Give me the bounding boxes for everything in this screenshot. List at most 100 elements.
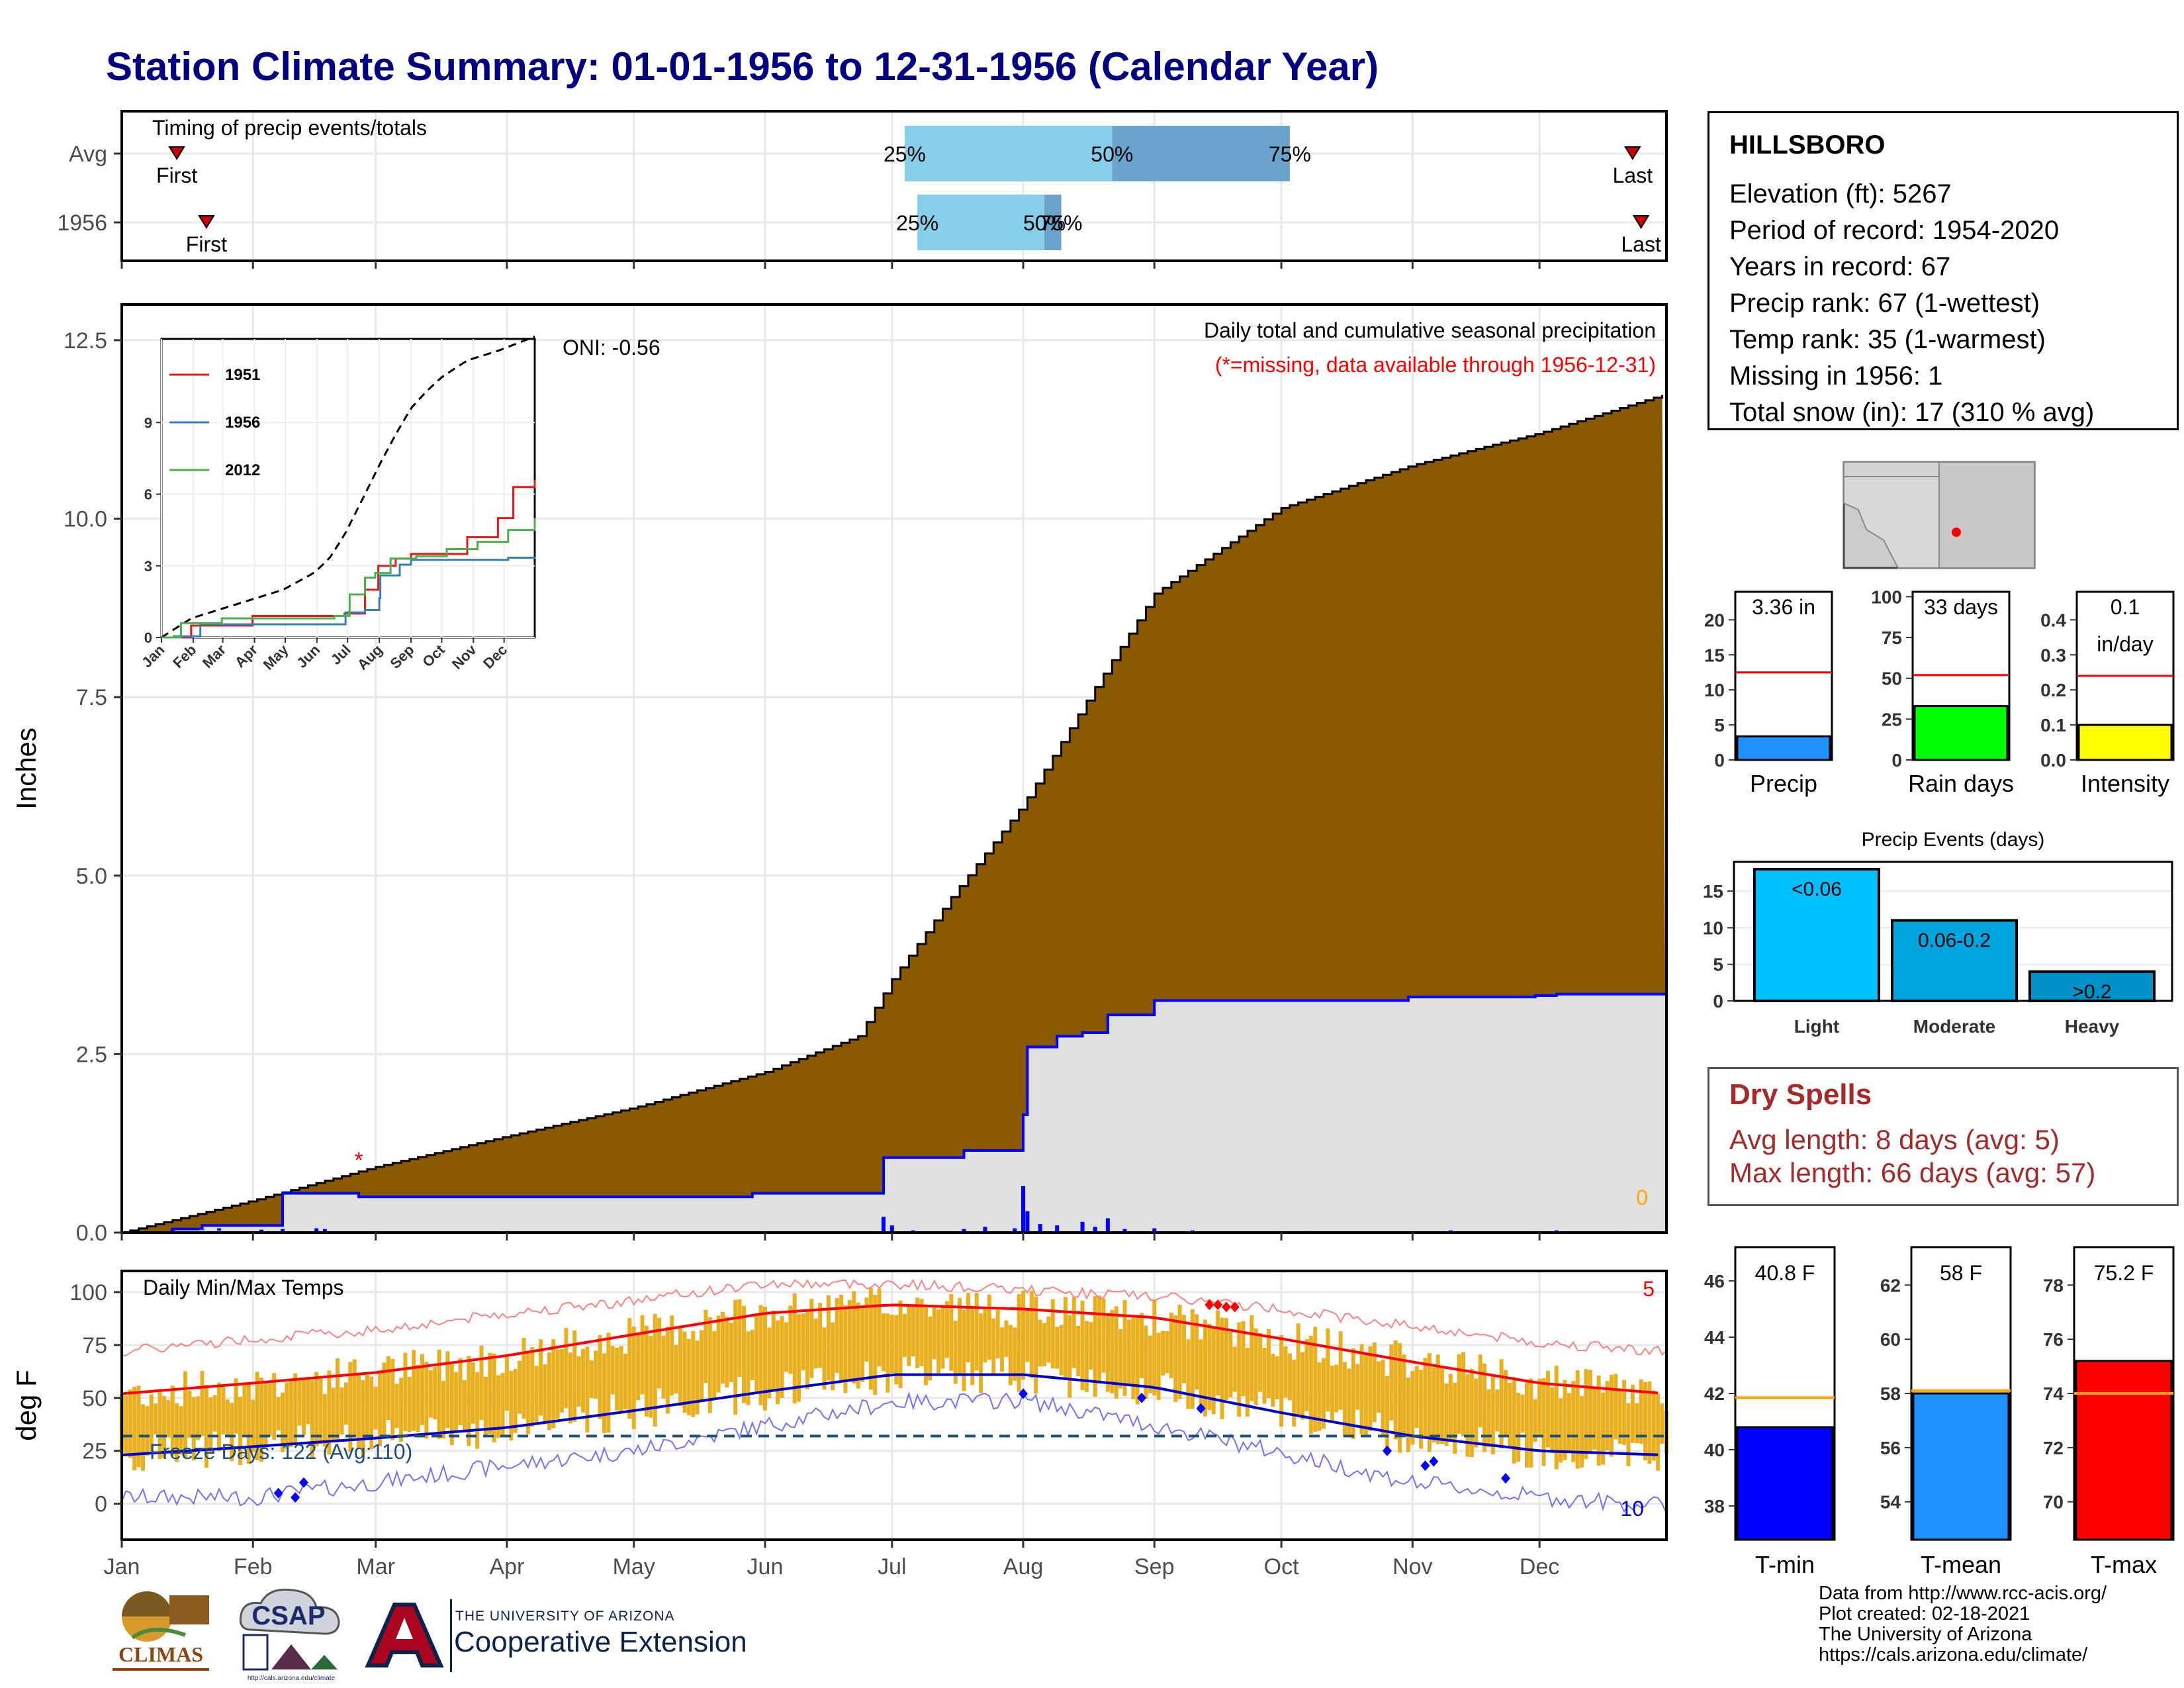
precip-events-category: Heavy [2065,1016,2120,1037]
mini-precip-value-label: 0.1 [2111,595,2140,619]
daily-temp-range-bar [530,1346,535,1427]
mini-precip-ytick-label: 0.3 [2040,645,2066,665]
mini-precip-value-unit: in/day [2097,632,2153,656]
daily-temp-range-bar [251,1399,255,1452]
daily-temp-range-bar [1575,1370,1580,1469]
daily-temp-range-bar [1605,1381,1610,1450]
daily-temp-range-bar [1152,1299,1157,1396]
daily-temp-range-bar [1545,1370,1550,1448]
missing-data-marker: * [354,1148,363,1173]
daily-temp-range-bar [416,1364,420,1432]
daily-temp-range-bar [513,1369,518,1433]
snow-bar [199,1229,205,1233]
avg-cumulative-outline [122,395,1664,1234]
daily-temp-range-bar [1499,1359,1504,1448]
daily-temp-range-bar [1177,1304,1182,1399]
extreme-hot-marker [1205,1299,1214,1311]
inset-legend-label: 1956 [225,414,260,432]
mini-temp-value-label: 58 F [1940,1261,1982,1285]
freeze-days-label: Freeze Days: 122 (Avg:110) [150,1440,412,1464]
daily-temp-range-bar [1440,1367,1445,1444]
daily-temp-range-bar [623,1354,627,1410]
daily-temp-range-bar [394,1383,399,1429]
daily-temp-range-bar [289,1378,293,1447]
temps-xtick-label: May [613,1554,655,1579]
daily-temp-range-bar [1465,1374,1470,1457]
daily-temp-range-bar [539,1339,543,1416]
timing-ytick-label: 1956 [57,211,107,236]
daily-temp-range-bar [361,1380,365,1458]
daily-temp-range-bar [555,1349,560,1419]
daily-temp-range-bar [238,1397,243,1466]
daily-temp-range-bar [889,1315,894,1374]
daily-temp-range-bar [585,1346,590,1432]
daily-temp-range-bar [1063,1297,1068,1380]
timing-bar-q50-q75 [1044,195,1062,250]
daily-temp-range-bar [657,1317,662,1389]
daily-temp-range-bar [1647,1382,1652,1464]
daily-temp-range-bar [259,1378,264,1462]
mini-temp-ytick-label: 54 [1880,1492,1901,1513]
daily-temp-range-bar [864,1297,869,1362]
daily-temp-range-bar [293,1373,298,1444]
daily-temp-range-bar [1131,1316,1136,1399]
mini-temp-ytick-label: 38 [1704,1496,1725,1517]
precip-ytick-label: 5.0 [76,864,107,889]
daily-temp-range-bar [403,1352,408,1432]
daily-temp-range-bar [1313,1327,1318,1432]
daily-temp-range-bar [357,1374,361,1449]
daily-temp-range-bar [1241,1321,1246,1397]
daily-temp-range-bar [1419,1370,1424,1449]
daily-temp-range-bar [170,1385,175,1456]
daily-temp-range-bar [1524,1379,1529,1468]
temps-xtick-label: Mar [356,1554,395,1579]
ua-small-text: THE UNIVERSITY OF ARIZONA [455,1609,675,1624]
daily-temp-range-bar [492,1353,496,1442]
daily-temp-range-bar [852,1291,856,1383]
temps-xtick-label: Dec [1520,1554,1559,1579]
event-triangle-marker-icon [1624,146,1641,160]
daily-precip-bar [259,1229,264,1233]
daily-temp-range-bar [615,1347,619,1411]
daily-temp-range-bar [831,1322,835,1391]
daily-temp-range-bar [543,1364,547,1425]
daily-temp-range-bar [564,1328,569,1409]
daily-temp-range-bar [1347,1368,1351,1436]
daily-temp-range-bar [809,1299,814,1378]
daily-temp-range-bar [923,1305,928,1385]
daily-temp-range-bar [1068,1315,1072,1398]
daily-temp-range-bar [1322,1358,1326,1429]
daily-temp-range-bar [348,1362,353,1452]
daily-temp-range-bar [420,1354,425,1425]
daily-temp-range-bar [915,1297,920,1368]
timing-title: Timing of precip events/totals [152,116,427,140]
precip-events-category: Light [1794,1016,1839,1037]
daily-temp-range-bar [949,1294,954,1371]
station-period: Period of record: 1954-2020 [1729,216,2060,245]
daily-temp-range-bar [627,1318,632,1419]
daily-temp-range-bar [784,1322,788,1372]
daily-temp-range-bar [670,1315,674,1396]
daily-temp-range-bar [1097,1295,1102,1383]
credit-url: https://cals.arizona.edu/climate/ [1819,1644,2088,1665]
daily-temp-range-bar [589,1360,594,1398]
daily-temp-range-bar [454,1372,459,1431]
daily-temp-range-bar [1372,1342,1377,1423]
daily-temp-range-bar [1275,1356,1279,1399]
daily-temp-range-bar [263,1383,268,1449]
daily-precip-bar [962,1229,966,1233]
daily-temp-range-bar [331,1387,336,1440]
mini-precip-value-label: 33 days [1924,595,1998,619]
daily-temp-range-bar [860,1307,865,1382]
credit-university: The University of Arizona [1819,1624,2032,1645]
daily-temp-range-bar [496,1375,501,1438]
daily-temp-range-bar [1469,1368,1474,1458]
climas-logo-icon: CLIMAS [113,1591,209,1671]
daily-temp-range-bar [1190,1309,1195,1409]
hot-count-label: 5 [1643,1277,1655,1301]
daily-temp-range-bar [1559,1398,1563,1463]
daily-temp-range-bar [280,1392,285,1452]
daily-temp-range-bar [1550,1387,1555,1454]
daily-temp-range-bar [1592,1387,1597,1450]
daily-temp-range-bar [932,1305,936,1360]
